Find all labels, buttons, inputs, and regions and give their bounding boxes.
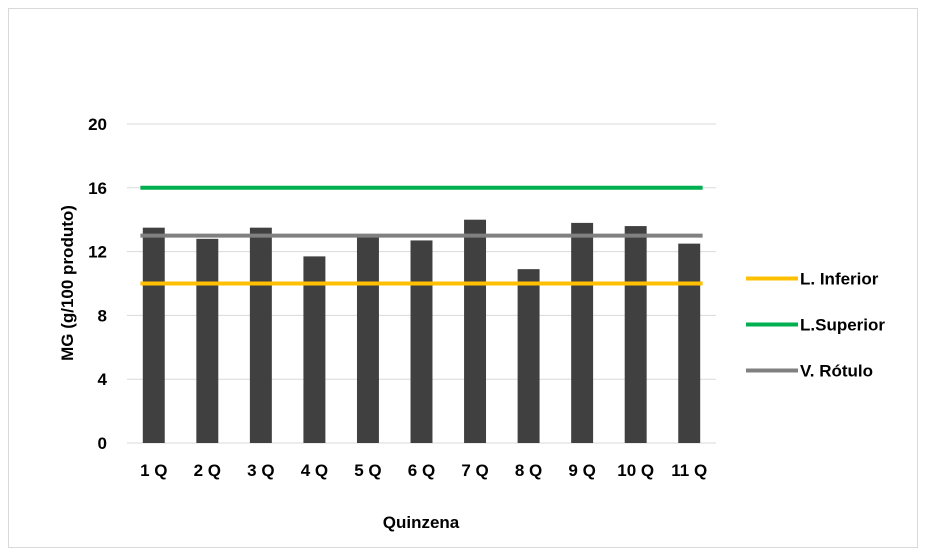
bar-10	[624, 226, 647, 443]
bar-1	[142, 227, 165, 443]
x-tick-label: 4 Q	[301, 461, 328, 480]
x-tick-label: 9 Q	[568, 461, 595, 480]
y-axis-ticks: 0 4 8 12 16 20	[88, 115, 107, 453]
bar-3	[249, 227, 272, 443]
bar-6	[410, 240, 433, 443]
x-tick-label: 5 Q	[354, 461, 381, 480]
x-tick-label: 2 Q	[194, 461, 221, 480]
y-tick-label: 20	[88, 115, 107, 134]
x-tick-label: 11 Q	[671, 461, 707, 480]
bar-11	[678, 243, 701, 443]
bars	[142, 219, 701, 443]
reference-lines	[140, 185, 703, 286]
bar-7	[464, 219, 487, 443]
bar-5	[356, 235, 379, 443]
x-tick-label: 10 Q	[617, 461, 654, 480]
x-tick-label: 3 Q	[247, 461, 274, 480]
bar-4	[303, 256, 326, 443]
legend-label: V. Rótulo	[800, 362, 873, 381]
legend-label: L. Inferior	[800, 270, 879, 289]
x-tick-label: 6 Q	[408, 461, 435, 480]
y-axis-title: MG (g/100 produto)	[58, 205, 77, 361]
y-tick-label: 8	[98, 306, 107, 325]
x-tick-label: 8 Q	[515, 461, 542, 480]
x-axis-ticks: 1 Q 2 Q 3 Q 4 Q 5 Q 6 Q 7 Q 8 Q 9 Q 10 Q 11 Q	[140, 461, 707, 480]
x-tick-label: 1 Q	[140, 461, 167, 480]
x-axis-title: Quinzena	[383, 513, 460, 532]
legend: L. Inferior L.Superior V. Rótulo	[746, 270, 885, 381]
y-tick-label: 16	[88, 179, 107, 198]
y-tick-label: 12	[88, 243, 107, 262]
y-tick-label: 4	[98, 370, 108, 389]
x-tick-label: 7 Q	[461, 461, 488, 480]
legend-label: L.Superior	[800, 316, 885, 335]
bar-9	[571, 222, 594, 443]
bar-2	[196, 238, 219, 443]
bar-8	[517, 269, 540, 443]
y-tick-label: 0	[98, 434, 107, 453]
